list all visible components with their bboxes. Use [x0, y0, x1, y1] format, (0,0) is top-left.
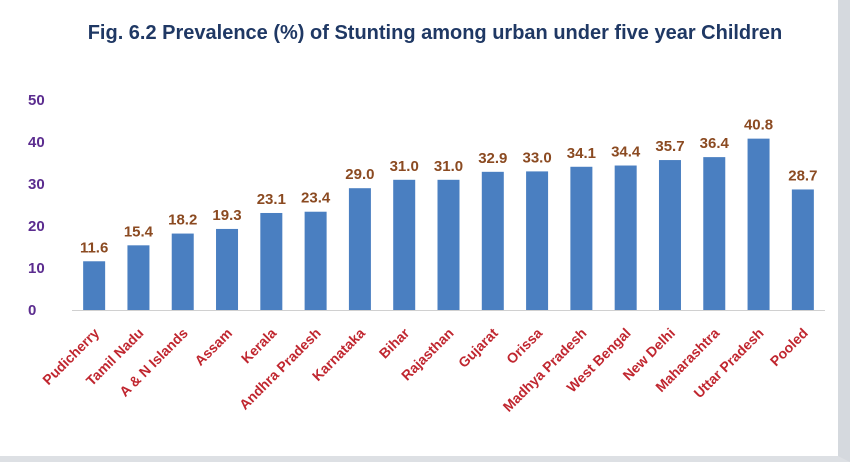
category-label: Madhya Pradesh: [500, 325, 590, 415]
category-label: Pooled: [767, 325, 811, 369]
bar: [216, 228, 239, 310]
category-label: Andhra Pradesh: [236, 325, 324, 413]
data-label: 15.4: [124, 223, 154, 240]
bar: [393, 179, 416, 310]
bar: [171, 233, 194, 310]
bar: [791, 189, 814, 310]
data-label: 18.2: [168, 212, 197, 229]
chart-title: Fig. 6.2 Prevalence (%) of Stunting amon…: [87, 22, 783, 44]
bar: [437, 179, 460, 310]
data-label: 32.9: [478, 150, 507, 167]
category-label: Gujarat: [455, 325, 501, 371]
bar: [260, 212, 283, 310]
data-label: 36.4: [700, 135, 730, 152]
y-tick-label: 0: [28, 302, 36, 319]
bar: [83, 261, 106, 310]
category-label: Kerala: [238, 325, 280, 367]
data-label: 33.0: [522, 149, 551, 166]
data-label: 11.6: [80, 239, 108, 256]
bar: [703, 157, 726, 310]
y-tick-label: 20: [28, 218, 45, 235]
bar: [526, 171, 549, 310]
y-tick-label: 10: [28, 260, 45, 277]
y-tick-label: 40: [28, 134, 45, 151]
bar: [304, 211, 327, 310]
bar: [127, 245, 150, 310]
data-label: 29.0: [345, 166, 374, 183]
y-tick-label: 30: [28, 176, 45, 193]
data-label: 28.7: [788, 167, 817, 184]
bar: [614, 165, 637, 310]
bar: [658, 160, 681, 310]
data-label: 31.0: [390, 158, 419, 175]
bar: [747, 138, 770, 310]
data-label: 31.0: [434, 158, 463, 175]
data-label: 35.7: [655, 138, 684, 155]
data-label: 40.8: [744, 117, 773, 134]
data-label: 34.1: [567, 145, 596, 162]
bar: [481, 171, 504, 310]
category-label: Bihar: [376, 324, 413, 361]
bar: [348, 188, 371, 310]
bar: [570, 166, 593, 310]
category-label: Orissa: [503, 325, 545, 367]
data-label: 34.4: [611, 144, 641, 161]
data-label: 19.3: [212, 207, 241, 224]
data-label: 23.4: [301, 190, 331, 207]
data-label: 23.1: [257, 191, 286, 208]
category-label: Assam: [191, 325, 235, 369]
y-tick-label: 50: [28, 92, 45, 109]
